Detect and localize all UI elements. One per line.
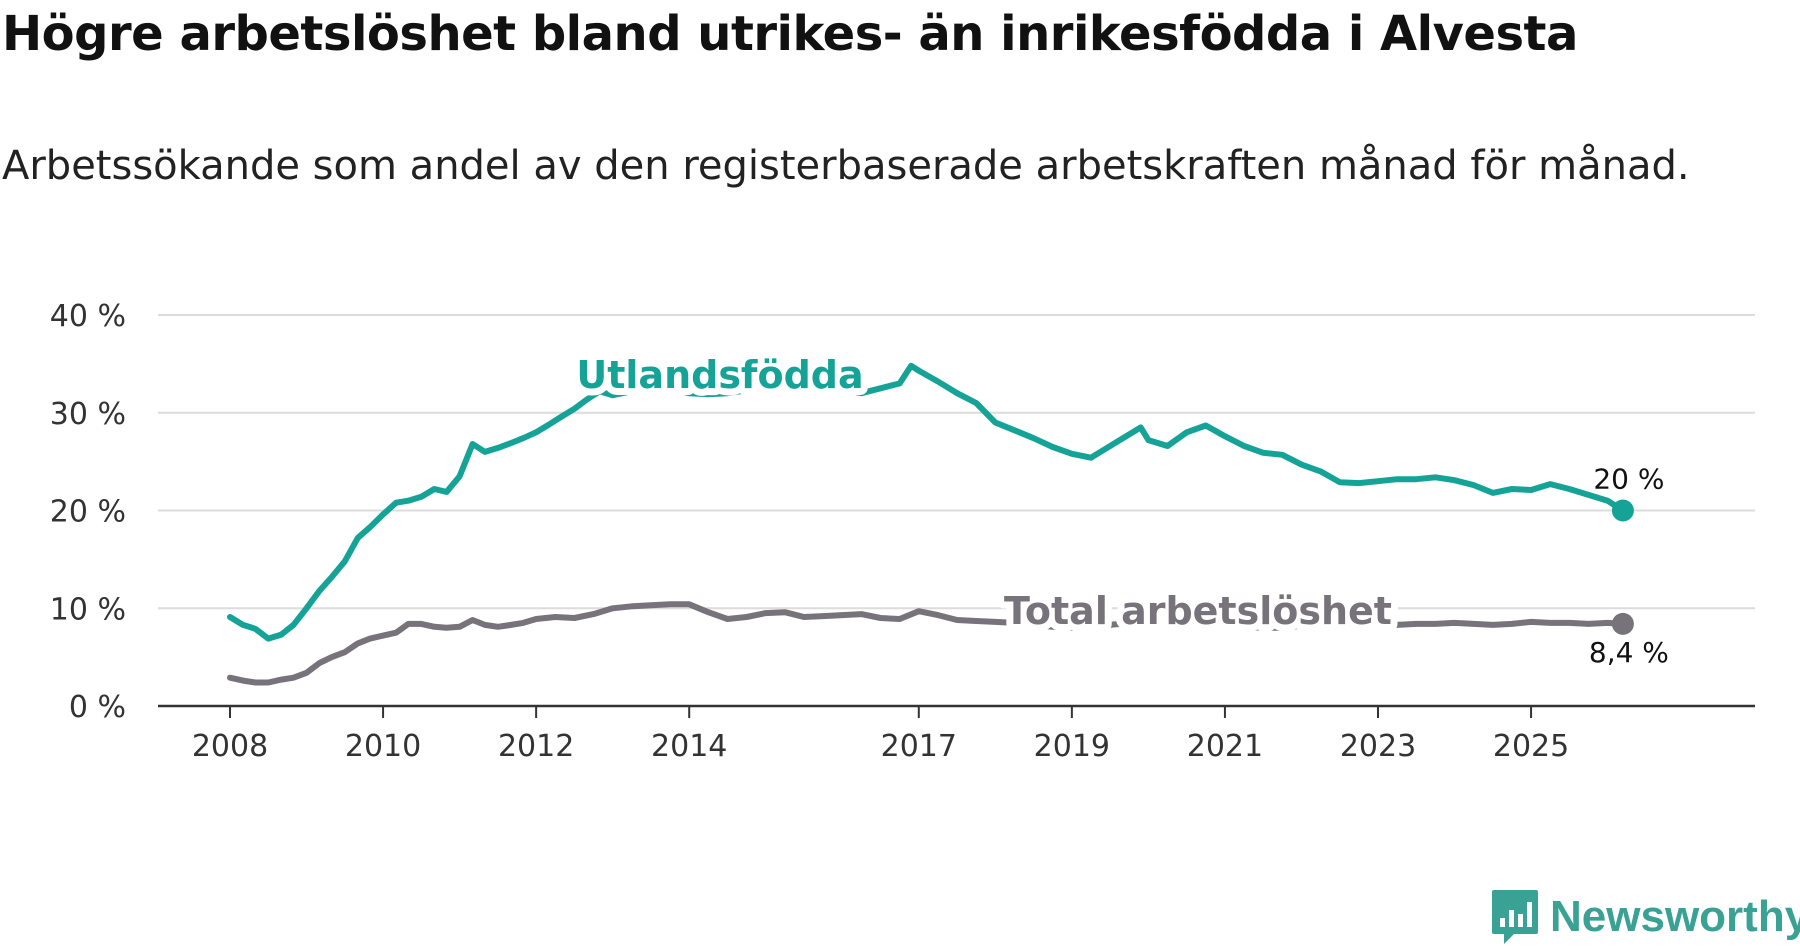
x-tick-label: 2023 xyxy=(1340,729,1416,764)
newsworthy-logo: Newsworthy xyxy=(1490,886,1800,948)
chart-subtitle: Arbetssökande som andel av den registerb… xyxy=(2,143,1690,189)
series-line-utlandsfodda xyxy=(227,362,1626,642)
series-label-total: Total arbetslöshet xyxy=(1004,589,1392,633)
y-tick-label: 30 % xyxy=(50,397,126,432)
series-end-label: 8,4 % xyxy=(1589,636,1669,669)
x-tick-label: 2019 xyxy=(1034,729,1110,764)
x-axis-ticks: 2008 2010 2012 2014 2017 2019 2021 2023 2025 xyxy=(158,704,1755,764)
newsworthy-logo-text: Newsworthy xyxy=(1550,892,1800,941)
x-tick-label: 2008 xyxy=(192,729,268,764)
series-label-utlandsfodda: Utlandsfödda xyxy=(576,353,863,397)
x-tick-label: 2025 xyxy=(1493,729,1569,764)
y-tick-label: 10 % xyxy=(50,592,126,627)
series-labels: 20 % 8,4 % Utlandsfödda Total arbetslöshet xyxy=(569,346,1669,669)
chart-title: Högre arbetslöshet bland utrikes- än inr… xyxy=(2,6,1578,62)
series-end-point xyxy=(1611,612,1634,635)
x-tick-label: 2014 xyxy=(651,729,727,764)
x-tick-label: 2021 xyxy=(1187,729,1263,764)
series-line-total xyxy=(227,601,1626,686)
y-tick-label: 40 % xyxy=(50,299,126,334)
grid-lines xyxy=(158,314,1755,610)
series-lines xyxy=(227,362,1634,686)
y-tick-label: 20 % xyxy=(50,495,126,530)
y-tick-label: 0 % xyxy=(69,690,126,725)
series-end-point xyxy=(1611,499,1634,522)
series-end-label: 20 % xyxy=(1593,463,1664,496)
y-axis-ticks: 0 % 10 % 20 % 30 % 40 % xyxy=(50,299,126,725)
x-tick-label: 2010 xyxy=(345,729,421,764)
x-tick-label: 2017 xyxy=(881,729,957,764)
newsworthy-logo-icon xyxy=(1492,890,1538,944)
x-tick-label: 2012 xyxy=(498,729,574,764)
